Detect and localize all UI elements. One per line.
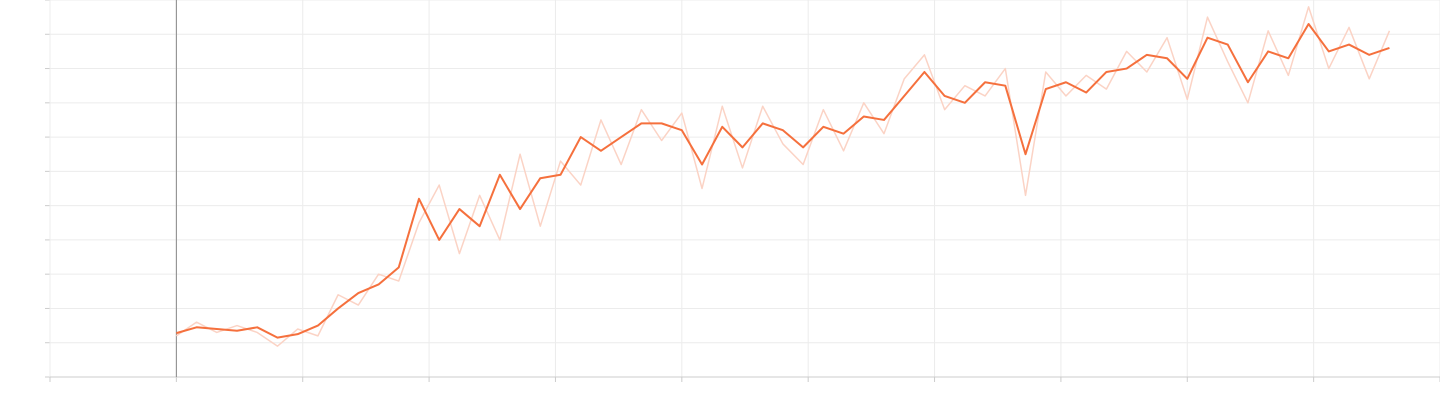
raw-line bbox=[175, 6, 1391, 347]
smoothed-line bbox=[176, 22, 1390, 339]
